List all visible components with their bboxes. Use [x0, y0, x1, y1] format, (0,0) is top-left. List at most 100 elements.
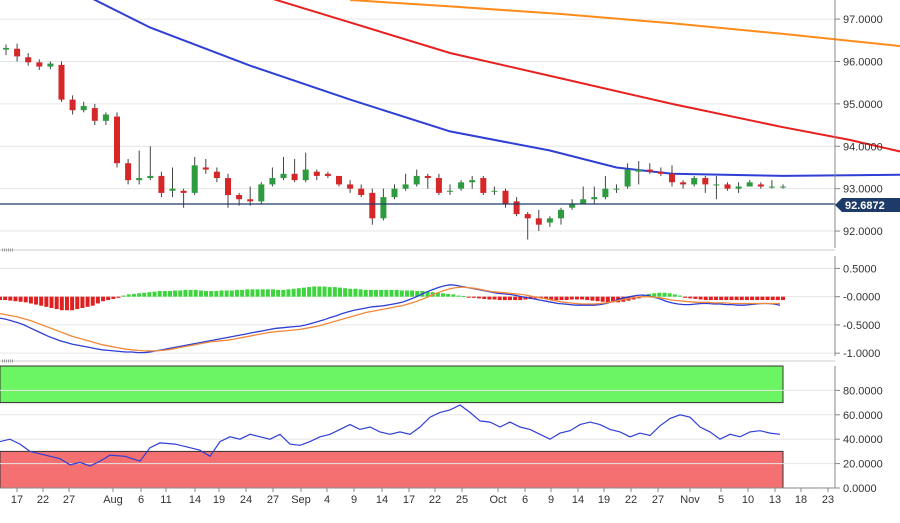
rsi-line	[0, 404, 781, 467]
x-tick-label: 5	[718, 494, 724, 506]
candle-body	[91, 108, 98, 121]
macd-histogram-bar	[502, 296, 507, 301]
candle-body	[657, 171, 664, 174]
macd-histogram-bar	[760, 296, 765, 301]
candle-body	[102, 114, 109, 121]
candle-body	[191, 165, 198, 193]
macd-histogram-bar	[435, 292, 440, 297]
macd-histogram-bar	[399, 290, 404, 297]
macd-histogram	[0, 286, 785, 311]
candle-body	[125, 163, 132, 181]
macd-histogram-bar	[131, 293, 136, 297]
candle-body	[114, 116, 120, 164]
candle-body	[435, 178, 442, 193]
candle-body	[3, 47, 9, 50]
candle-body	[768, 186, 775, 188]
macd-histogram-bar	[729, 296, 734, 301]
macd-histogram-bar	[327, 287, 332, 297]
macd-histogram-bar	[451, 294, 456, 297]
candlestick-series	[3, 43, 786, 240]
x-tick-label: 11	[160, 494, 171, 506]
candle-body	[569, 203, 576, 208]
main-y-tick-label: 94.0000	[843, 141, 883, 153]
macd-histogram-bar	[54, 296, 59, 310]
x-tick-label: 9	[548, 494, 554, 506]
candle-body	[147, 175, 154, 179]
main-price-panel: 97.0000 96.0000 95.0000 94.0000 93.0000 92.00…	[0, 0, 900, 248]
candle-body	[502, 190, 509, 204]
macd-histogram-bar	[116, 296, 121, 298]
macd-histogram-bar	[554, 296, 559, 301]
macd-histogram-bar	[271, 289, 276, 297]
candle-body	[535, 218, 542, 225]
macd-histogram-bar	[559, 296, 564, 301]
macd-histogram-bar	[28, 296, 33, 304]
main-y-tick-label: 95.0000	[843, 99, 883, 111]
x-tick-label: 22	[37, 494, 49, 506]
candle-body	[258, 184, 265, 202]
x-tick-label: 17	[403, 494, 415, 506]
main-panel-background	[0, 0, 835, 248]
macd-histogram-bar	[755, 296, 760, 301]
candle-body	[591, 197, 598, 200]
candle-body	[158, 175, 165, 193]
macd-histogram-bar	[281, 289, 286, 297]
macd-histogram-bar	[368, 289, 373, 297]
macd-histogram-bar	[590, 296, 595, 301]
macd-histogram-bar	[363, 289, 368, 297]
candle-body	[136, 178, 143, 181]
macd-histogram-bar	[492, 296, 497, 300]
macd-histogram-bar	[652, 293, 657, 297]
candle-body	[635, 169, 642, 172]
candle-body	[691, 178, 698, 185]
macd-histogram-bar	[75, 296, 80, 310]
macd-histogram-bar	[605, 296, 610, 303]
macd-histogram-bar	[719, 296, 724, 301]
macd-histogram-bar	[70, 296, 75, 311]
candle-body	[624, 169, 631, 187]
macd-histogram-bar	[8, 296, 13, 301]
rsi-bands	[0, 365, 784, 489]
macd-histogram-bar	[482, 296, 487, 299]
macd-histogram-bar	[471, 296, 476, 298]
macd-histogram-bar	[126, 294, 131, 297]
macd-histogram-bar	[337, 287, 342, 297]
macd-panel: 0.5000 -0.0000 -0.5000 -1.0000	[0, 256, 880, 360]
macd-y-tick-label: -1.0000	[843, 348, 880, 360]
macd-histogram-bar	[600, 296, 605, 302]
macd-histogram-bar	[564, 296, 569, 301]
candle-body	[225, 178, 231, 196]
macd-y-tick-label: -0.0000	[843, 292, 880, 304]
macd-histogram-bar	[317, 286, 322, 297]
macd-histogram-bar	[765, 296, 770, 301]
rsi-oversold-band	[0, 450, 784, 489]
x-tick-label: 25	[456, 494, 468, 506]
candle-body	[69, 99, 76, 111]
candle-body	[402, 184, 409, 189]
macd-histogram-bar	[49, 296, 54, 308]
macd-histogram-bar	[477, 296, 482, 299]
macd-histogram-bar	[80, 296, 85, 308]
moving-average-line	[350, 0, 900, 48]
candle-body	[14, 48, 21, 57]
macd-histogram-bar	[240, 289, 245, 297]
x-tick-label: 9	[351, 494, 357, 506]
macd-histogram-bar	[245, 289, 250, 297]
candle-body	[291, 173, 298, 181]
last-price-badge: 92.6872	[835, 198, 900, 212]
macd-histogram-bar	[523, 296, 528, 300]
candle-body	[580, 199, 587, 204]
candle-body	[491, 190, 498, 192]
macd-line	[0, 286, 780, 352]
candle-body	[558, 209, 564, 219]
macd-histogram-bar	[101, 296, 106, 302]
x-tick-label: Aug	[103, 494, 123, 506]
x-tick-label: 6	[138, 494, 144, 506]
macd-histogram-bar	[750, 296, 755, 301]
macd-histogram-bar	[147, 292, 152, 297]
candle-body	[424, 175, 431, 179]
rsi-y-axis: 80.0000 60.0000 40.0000 20.0000 0.0000	[834, 366, 883, 495]
macd-histogram-bar	[173, 290, 178, 297]
main-gridlines	[0, 18, 835, 232]
